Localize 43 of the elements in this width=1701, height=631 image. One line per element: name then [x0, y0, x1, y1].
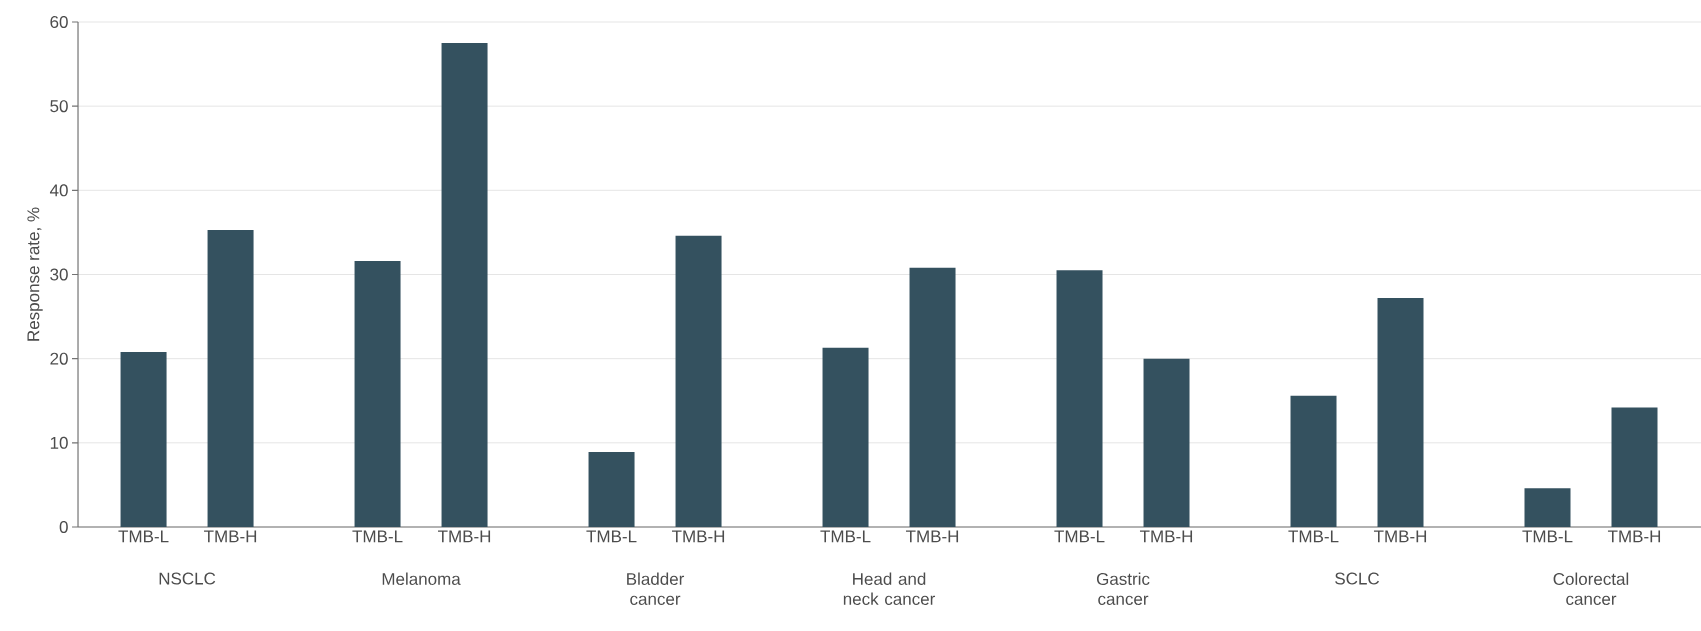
y-axis-title: Response rate, % [27, 207, 43, 341]
text: TMB-H [1373, 530, 1427, 543]
y-tick-label: 10 [50, 436, 68, 449]
text: TMB-L [820, 530, 871, 543]
bar [1143, 358, 1190, 527]
bar [207, 229, 254, 527]
bar [675, 235, 722, 527]
text: TMB-L [352, 530, 403, 543]
text: TMB-H [1139, 530, 1193, 543]
text: TMB-H [438, 530, 491, 543]
y-tick-label: 0 [59, 520, 68, 534]
bar [1290, 395, 1337, 527]
text: TMB-L [1054, 530, 1105, 543]
text: TMB-H [672, 530, 725, 543]
text: TMB-L [1288, 530, 1339, 543]
text: TMB-H [204, 530, 257, 543]
bar [909, 267, 956, 527]
x-tick-label: SCLC [1335, 572, 1380, 585]
bar [1524, 488, 1571, 527]
bar [120, 351, 167, 527]
bar [822, 347, 869, 527]
text: TMB-H [905, 530, 959, 543]
text: TMB-L [1522, 530, 1573, 543]
y-tick-label: 40 [49, 184, 68, 197]
x-tick-label: Bladder cancer [627, 572, 685, 606]
x-tick-label: Head and neck cancer [843, 572, 936, 606]
x-tick-label: NSCLC [159, 572, 216, 585]
y-tick-label: 30 [50, 268, 68, 281]
text: TMB-L [586, 530, 637, 543]
bar [354, 261, 401, 527]
y-tick-label: 20 [50, 352, 68, 365]
series-label: TMB-L [118, 530, 169, 543]
bar [1377, 298, 1424, 527]
y-tick-label: 50 [50, 100, 68, 113]
bar [441, 43, 488, 527]
bar [1611, 407, 1658, 527]
series-label: TMB-H [1607, 530, 1661, 543]
x-tick-label: Melanoma [382, 572, 461, 586]
x-tick-label: Colorectal cancer [1553, 572, 1629, 606]
y-tick-label: 60 [50, 15, 68, 29]
bar [1056, 270, 1103, 527]
bar [588, 452, 635, 527]
x-tick-label: Gastric cancer [1096, 572, 1150, 606]
